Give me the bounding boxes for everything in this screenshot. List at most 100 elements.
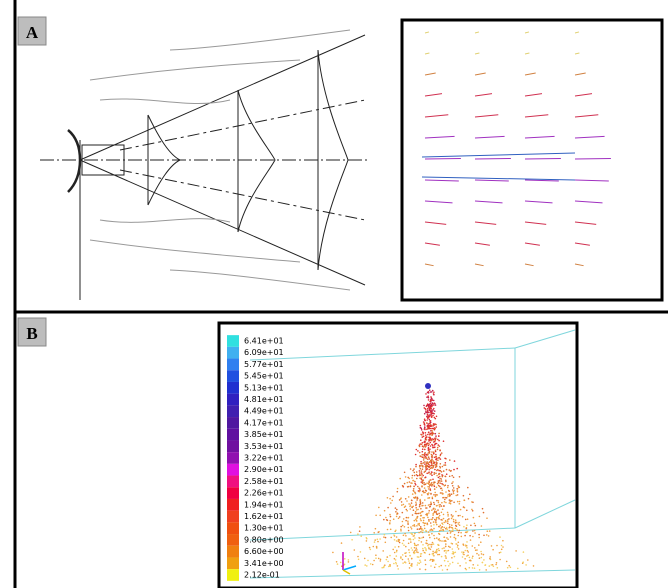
particle xyxy=(447,569,449,571)
particle xyxy=(402,525,404,527)
particle xyxy=(429,506,431,508)
particle xyxy=(428,440,430,442)
particle xyxy=(453,469,455,471)
particle xyxy=(430,442,432,444)
particle xyxy=(423,492,425,494)
particle xyxy=(466,555,468,557)
particle xyxy=(424,445,426,447)
particle xyxy=(425,454,427,456)
particle xyxy=(472,510,474,512)
particle xyxy=(449,459,451,461)
particle xyxy=(422,454,424,456)
particle xyxy=(469,567,471,569)
particle xyxy=(425,434,427,436)
particle xyxy=(389,520,391,522)
particle xyxy=(398,518,400,520)
particle xyxy=(431,434,433,436)
particle xyxy=(441,522,443,524)
particle xyxy=(465,550,467,552)
particle xyxy=(436,475,438,477)
particle xyxy=(502,540,504,542)
particle xyxy=(411,528,413,530)
particle xyxy=(431,428,433,430)
particle xyxy=(409,538,411,540)
particle xyxy=(489,558,491,560)
particle xyxy=(449,526,451,528)
colorbar-swatch xyxy=(227,499,239,511)
particle xyxy=(438,538,440,540)
particle xyxy=(481,525,483,527)
particle xyxy=(435,520,437,522)
particle xyxy=(413,488,415,490)
particle xyxy=(458,548,460,550)
particle xyxy=(455,539,457,541)
particle xyxy=(417,486,419,488)
particle xyxy=(430,525,432,527)
particle xyxy=(458,542,460,544)
particle xyxy=(447,495,449,497)
particle xyxy=(451,514,453,516)
particle xyxy=(438,480,440,482)
particle xyxy=(508,565,510,567)
particle xyxy=(431,444,433,446)
particle xyxy=(400,530,402,532)
particle xyxy=(378,531,380,533)
particle xyxy=(510,567,512,569)
particle xyxy=(429,448,431,450)
particle xyxy=(364,564,366,566)
particle xyxy=(431,456,433,458)
particle xyxy=(400,557,402,559)
particle xyxy=(445,497,447,499)
particle xyxy=(423,482,425,484)
particle xyxy=(469,494,471,496)
colorbar-label: 6.60e+00 xyxy=(244,547,284,556)
particle xyxy=(448,518,450,520)
particle xyxy=(435,435,437,437)
particle xyxy=(423,490,425,492)
particle xyxy=(370,549,372,551)
particle xyxy=(418,540,420,542)
particle xyxy=(378,507,380,509)
particle xyxy=(450,503,452,505)
particle xyxy=(416,520,418,522)
particle xyxy=(394,546,396,548)
colorbar-label: 4.17e+01 xyxy=(244,418,284,427)
particle xyxy=(438,457,440,459)
particle xyxy=(429,488,431,490)
particle xyxy=(438,440,440,442)
particle xyxy=(483,559,485,561)
particle xyxy=(425,476,427,478)
particle xyxy=(433,451,435,453)
particle xyxy=(413,486,415,488)
colorbar-swatch xyxy=(227,464,239,476)
particle xyxy=(429,529,431,531)
particle xyxy=(425,408,427,410)
figure: A B 6.41e+016.09e+015.77e+015.45e+015.13… xyxy=(0,0,668,588)
particle xyxy=(441,452,443,454)
colorbar-swatch xyxy=(227,335,239,347)
particle xyxy=(393,534,395,536)
particle xyxy=(431,482,433,484)
colorbar-label: 2.58e+01 xyxy=(244,477,284,486)
half-width-line xyxy=(120,100,365,150)
particle xyxy=(422,550,424,552)
particle xyxy=(436,524,438,526)
particle xyxy=(384,510,386,512)
particle xyxy=(424,471,426,473)
particle xyxy=(437,494,439,496)
particle xyxy=(455,519,457,521)
particle xyxy=(437,449,439,451)
particle xyxy=(438,435,440,437)
particle xyxy=(394,531,396,533)
particle xyxy=(452,548,454,550)
particle xyxy=(439,466,441,468)
particle xyxy=(432,551,434,553)
particle xyxy=(415,493,417,495)
particle xyxy=(414,481,416,483)
particle xyxy=(413,535,415,537)
particle xyxy=(426,419,428,421)
particle xyxy=(430,473,432,475)
particle xyxy=(447,512,449,514)
particle xyxy=(434,482,436,484)
particle xyxy=(424,547,426,549)
